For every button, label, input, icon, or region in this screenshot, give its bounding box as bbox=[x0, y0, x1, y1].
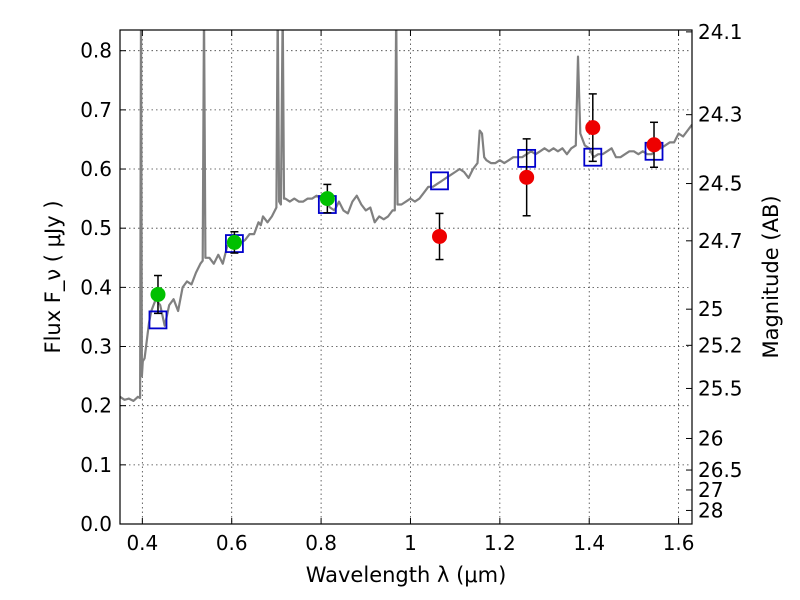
y-axis-label: Flux F_ν ( μJy ) bbox=[41, 200, 66, 353]
y-tick-label: 0.1 bbox=[80, 453, 112, 477]
right-axis-label: Magnitude (AB) bbox=[759, 195, 783, 358]
y-tick-label: 0.5 bbox=[80, 216, 112, 240]
data-points-layer bbox=[148, 93, 664, 330]
data-point bbox=[319, 191, 335, 207]
x-tick-label: 1.6 bbox=[663, 531, 695, 555]
data-point bbox=[226, 234, 242, 250]
right-tick-label: 28 bbox=[698, 498, 723, 522]
y-tick-label: 0.7 bbox=[80, 98, 112, 122]
right-tick-label: 24.3 bbox=[698, 103, 743, 127]
y-tick-label: 0.4 bbox=[80, 275, 112, 299]
y-tick-label: 0.8 bbox=[80, 39, 112, 63]
right-tick-label: 24.5 bbox=[698, 172, 743, 196]
x-tick-label: 0.4 bbox=[126, 531, 158, 555]
grid-lines bbox=[120, 30, 692, 525]
y-tick-label: 0.2 bbox=[80, 394, 112, 418]
model-spectrum-line bbox=[120, 30, 692, 402]
data-point bbox=[150, 286, 166, 302]
x-tick-label: 1 bbox=[404, 531, 417, 555]
y-tick-label: 0.3 bbox=[80, 335, 112, 359]
right-tick-label: 25.5 bbox=[698, 376, 743, 400]
plot-frame bbox=[119, 29, 693, 525]
data-point bbox=[432, 228, 448, 244]
x-tick-label: 1.2 bbox=[484, 531, 516, 555]
right-tick-label: 26.5 bbox=[698, 458, 743, 482]
right-tick-label: 25.2 bbox=[698, 333, 743, 357]
x-axis-label: Wavelength λ (μm) bbox=[306, 563, 507, 587]
tick-labels: 0.4 0.6 0.8 1 1.2 1.4 1.6 0.0 0.1 0.2 0.3 0.4 0.5 0.6… bbox=[80, 20, 742, 555]
x-tick-label: 0.8 bbox=[305, 531, 337, 555]
x-tick-label: 0.6 bbox=[216, 531, 248, 555]
data-point bbox=[585, 120, 601, 136]
axis-ticks bbox=[120, 30, 692, 525]
right-tick-label: 24.7 bbox=[698, 229, 743, 253]
right-tick-label: 25 bbox=[698, 297, 723, 321]
x-tick-label: 1.4 bbox=[573, 531, 605, 555]
data-point bbox=[646, 137, 662, 153]
data-point bbox=[519, 169, 535, 185]
y-tick-label: 0.6 bbox=[80, 157, 112, 181]
right-tick-label: 24.1 bbox=[698, 20, 743, 44]
right-tick-label: 26 bbox=[698, 426, 723, 450]
right-tick-label: 27 bbox=[698, 478, 723, 502]
y-tick-label: 0.0 bbox=[80, 512, 112, 536]
model-photometry-square bbox=[430, 171, 449, 191]
model-spectrum-layer bbox=[120, 30, 692, 402]
